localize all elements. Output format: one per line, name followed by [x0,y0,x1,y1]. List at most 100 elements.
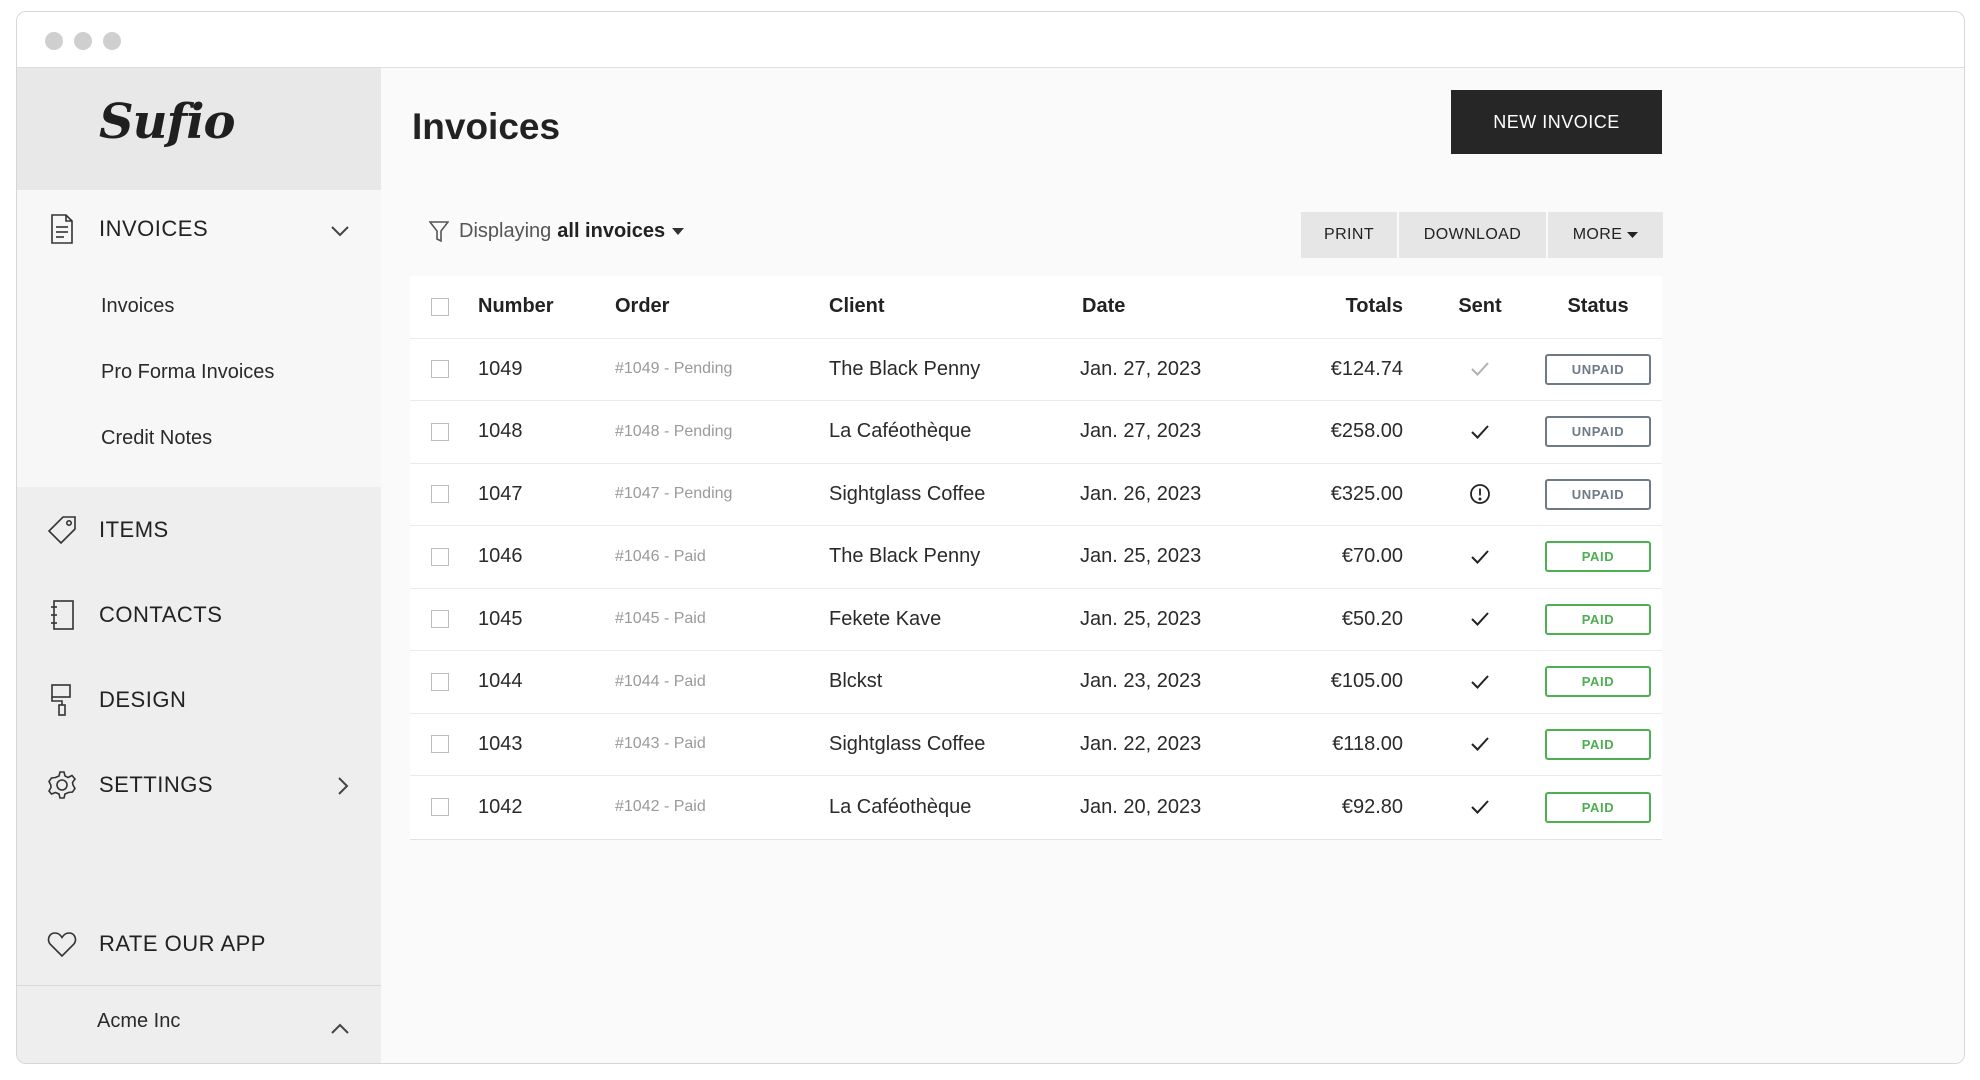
sidebar-item-invoices[interactable]: INVOICES [47,214,208,244]
check-icon [1470,611,1490,627]
sidebar-item-settings[interactable]: SETTINGS [47,770,213,800]
client-name: Blckst [829,670,883,693]
status-cell: PAID [1542,651,1654,713]
header-status[interactable]: Status [1567,295,1629,318]
print-button[interactable]: PRINT [1301,212,1397,258]
chevron-up-icon[interactable] [330,1022,350,1040]
status-badge[interactable]: PAID [1545,541,1651,573]
sidebar-item-label: CONTACTS [99,602,223,627]
main-content: Invoices NEW INVOICE Displaying all invo… [381,68,1964,1063]
status-badge[interactable]: UNPAID [1545,353,1651,385]
window-zoom-dot[interactable] [103,32,121,50]
filter-dropdown[interactable]: Displaying all invoices [429,220,685,243]
paint-roller-icon [47,684,77,716]
row-checkbox[interactable] [431,485,449,504]
check-icon [1470,424,1490,440]
window-close-dot[interactable] [45,32,63,50]
invoice-number[interactable]: 1049 [478,357,523,380]
download-button[interactable]: DOWNLOAD [1399,212,1546,258]
account-switcher[interactable]: Acme Inc [17,985,381,1063]
row-checkbox[interactable] [431,422,449,441]
sidebar-subitem-pro-forma[interactable]: Pro Forma Invoices [101,361,275,383]
status-badge[interactable]: UNPAID [1545,478,1651,510]
invoice-date: Jan. 26, 2023 [1080,482,1202,505]
order-ref[interactable]: #1042 - Paid [615,798,706,816]
sent-status-cell [1440,339,1520,401]
row-checkbox[interactable] [431,547,449,566]
tag-icon [47,515,77,545]
filter-value: all invoices [557,220,666,242]
sidebar-item-rate-app[interactable]: RATE OUR APP [47,929,266,959]
sidebar-item-label: INVOICES [99,216,209,241]
sent-status-cell [1440,714,1520,776]
table-row[interactable]: 1042 #1042 - Paid La Caféothèque Jan. 20, 2… [410,776,1662,839]
sidebar-subitem-invoices[interactable]: Invoices [101,295,175,317]
table-row[interactable]: 1046 #1046 - Paid The Black Penny Jan. 25, … [410,526,1662,589]
order-ref[interactable]: #1048 - Pending [615,422,733,440]
window-titlebar [17,12,1964,68]
order-ref[interactable]: #1047 - Pending [615,485,733,503]
sidebar: Sufio INVOICES Invoices Pro Forma Invoic… [17,68,381,1063]
order-ref[interactable]: #1044 - Paid [615,672,706,690]
header-totals[interactable]: Totals [1345,295,1403,318]
invoice-number[interactable]: 1045 [478,607,523,630]
chevron-down-icon[interactable] [330,224,350,242]
app-logo[interactable]: Sufio [99,94,235,150]
invoice-number[interactable]: 1046 [478,545,523,568]
alert-circle-icon [1469,483,1491,505]
sidebar-subitem-credit-notes[interactable]: Credit Notes [101,427,213,449]
status-cell: UNPAID [1542,339,1654,401]
order-ref[interactable]: #1045 - Paid [615,610,706,628]
order-ref[interactable]: #1043 - Paid [615,735,706,753]
header-order[interactable]: Order [615,295,670,318]
table-row[interactable]: 1047 #1047 - Pending Sightglass Coffee Jan.… [410,464,1662,526]
invoice-number[interactable]: 1044 [478,670,523,693]
sent-status-cell [1440,464,1520,526]
status-cell: UNPAID [1542,464,1654,526]
order-ref[interactable]: #1049 - Pending [615,360,733,378]
sidebar-item-label: SETTINGS [99,772,214,797]
invoice-number[interactable]: 1043 [478,732,523,755]
header-date[interactable]: Date [1082,295,1126,318]
header-sent[interactable]: Sent [1458,295,1502,318]
caret-down-icon [672,227,685,236]
header-number[interactable]: Number [478,295,554,318]
row-checkbox[interactable] [431,672,449,691]
more-button[interactable]: MORE [1548,212,1663,258]
select-all-checkbox[interactable] [431,297,449,316]
table-row[interactable]: 1045 #1045 - Paid Fekete Kave Jan. 25, 2023… [410,589,1662,651]
status-cell: PAID [1542,776,1654,839]
invoice-number[interactable]: 1047 [478,482,523,505]
client-name: Fekete Kave [829,607,942,630]
page-title: Invoices [412,106,561,147]
sidebar-item-items[interactable]: ITEMS [47,515,169,545]
new-invoice-button[interactable]: NEW INVOICE [1451,90,1662,154]
header-client[interactable]: Client [829,295,885,318]
window-minimize-dot[interactable] [74,32,92,50]
table-row[interactable]: 1044 #1044 - Paid Blckst Jan. 23, 2023 €105.… [410,651,1662,714]
order-ref[interactable]: #1046 - Paid [615,547,706,565]
status-badge[interactable]: PAID [1545,728,1651,760]
invoice-number[interactable]: 1042 [478,795,523,818]
row-checkbox[interactable] [431,735,449,754]
invoice-date: Jan. 25, 2023 [1080,607,1202,630]
status-badge[interactable]: PAID [1545,603,1651,635]
table-row[interactable]: 1048 #1048 - Pending La Caféothèque Jan. 27… [410,401,1662,464]
status-badge[interactable]: UNPAID [1545,416,1651,448]
status-badge[interactable]: PAID [1545,666,1651,698]
client-name: La Caféothèque [829,420,972,443]
invoice-total: €258.00 [1330,420,1403,443]
table-row[interactable]: 1043 #1043 - Paid Sightglass Coffee Jan. 22… [410,714,1662,776]
address-book-icon [47,600,77,630]
row-checkbox[interactable] [431,798,449,817]
row-checkbox[interactable] [431,360,449,379]
sent-status-cell [1440,776,1520,839]
row-checkbox[interactable] [431,610,449,629]
sidebar-item-design[interactable]: DESIGN [47,684,186,716]
chevron-right-icon[interactable] [337,776,349,801]
status-badge[interactable]: PAID [1545,791,1651,823]
table-row[interactable]: 1049 #1049 - Pending The Black Penny Jan. 2… [410,339,1662,401]
sidebar-item-contacts[interactable]: CONTACTS [47,600,222,630]
invoice-number[interactable]: 1048 [478,420,523,443]
app-window: Sufio INVOICES Invoices Pro Forma Invoic… [16,11,1965,1064]
